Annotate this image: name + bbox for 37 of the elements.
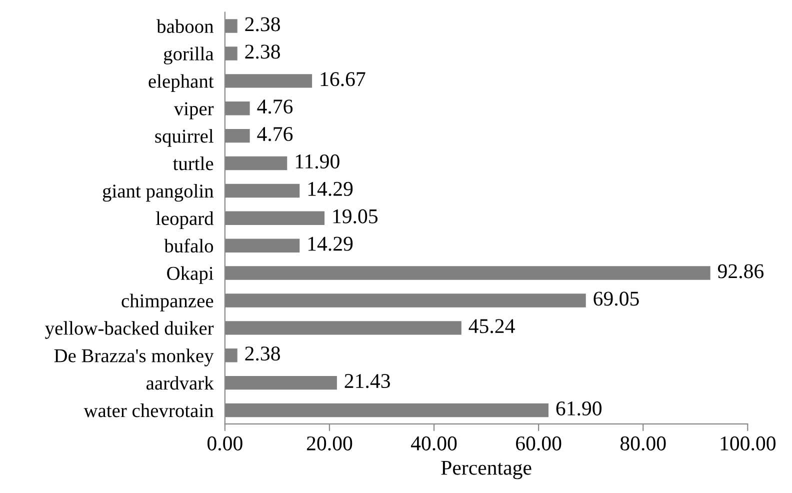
data-label: 61.90 — [556, 401, 602, 416]
y-tick-label: giant pangolin — [102, 184, 214, 202]
data-label: 69.05 — [594, 292, 639, 306]
y-tick-label: chimpanzee — [122, 294, 214, 312]
y-tick-label: Okapi — [167, 266, 214, 284]
data-label: 19.05 — [333, 209, 378, 224]
y-tick-label: squirrel — [155, 129, 214, 147]
x-tick-label: 20.00 — [306, 436, 352, 451]
data-label: 4.76 — [257, 100, 293, 114]
data-label: 14.29 — [308, 182, 353, 196]
y-tick-label: yellow-backed duiker — [45, 321, 214, 339]
data-label: 2.38 — [245, 44, 280, 59]
y-tick-label: turtle — [172, 156, 214, 170]
y-tick-label: De Brazza's monkey — [54, 348, 214, 366]
y-tick-label: bufalo — [164, 238, 214, 253]
data-label: 2.38 — [245, 346, 280, 361]
y-tick-label: viper — [174, 102, 214, 120]
x-tick-label: 80.00 — [620, 436, 666, 451]
y-tick-label: leopard — [156, 211, 214, 230]
y-tick-label: gorilla — [164, 46, 214, 64]
x-tick-label: 0.00 — [207, 436, 242, 451]
y-tick-label: baboon — [156, 19, 214, 33]
y-tick-label: water chevrotain — [84, 404, 214, 418]
y-tick-label: elephant — [148, 74, 214, 92]
x-tick-label: 40.00 — [410, 436, 457, 451]
data-label: 14.29 — [308, 236, 353, 251]
data-label: 16.67 — [320, 72, 366, 86]
data-label: 21.43 — [344, 374, 390, 388]
x-axis-title: Percentage — [441, 460, 532, 480]
data-label: 45.24 — [468, 319, 515, 334]
x-tick-label: 100.00 — [720, 436, 776, 451]
data-label: 11.90 — [296, 154, 340, 169]
x-tick-label: 60.00 — [516, 436, 562, 451]
data-label: 92.86 — [718, 264, 764, 278]
data-label: 4.76 — [257, 127, 293, 142]
y-tick-label: aardvark — [146, 376, 214, 390]
data-label: 2.38 — [245, 17, 280, 32]
